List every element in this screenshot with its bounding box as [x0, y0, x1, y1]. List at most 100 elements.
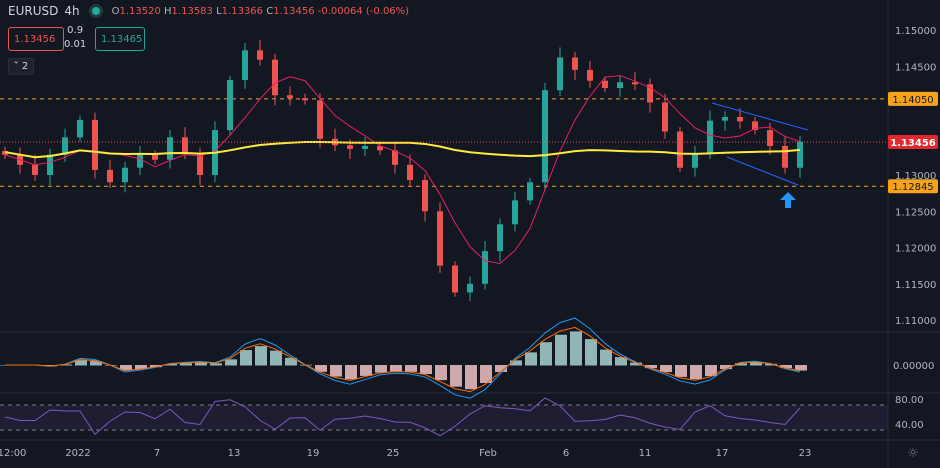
time-tick-label: 6 — [563, 448, 569, 459]
candle-body — [272, 59, 278, 96]
price-tick-label: 1.12500 — [895, 207, 936, 218]
macd-histogram-bar — [510, 360, 522, 366]
ohlc-values: O1.13520 H1.13583 L1.13366 C1.13456 -0.0… — [111, 5, 410, 17]
time-tick-label: Feb — [479, 448, 497, 459]
candle-body — [542, 90, 548, 183]
buy-button[interactable]: 1.13465 — [95, 27, 145, 51]
candle-body — [437, 211, 443, 266]
price-tick-label: 1.14500 — [895, 62, 936, 73]
candle-body — [167, 137, 173, 160]
macd-histogram-bar — [690, 365, 702, 380]
candle-body — [347, 145, 353, 149]
channel-lower-line — [726, 156, 799, 186]
collapse-indicators-button[interactable]: ˅ 2 — [8, 58, 34, 75]
macd-histogram-bar — [345, 365, 357, 380]
macd-histogram-bar — [420, 365, 432, 375]
macd-histogram-bar — [75, 360, 87, 366]
candle-body — [377, 146, 383, 151]
candle-body — [782, 146, 788, 168]
macd-histogram-bar — [660, 365, 672, 373]
candle-body — [407, 164, 413, 181]
candle-body — [242, 50, 248, 81]
level-price-badge — [888, 91, 938, 106]
candle-body — [287, 95, 293, 99]
macd-histogram-bar — [270, 350, 282, 366]
macd-histogram-bar — [735, 363, 747, 366]
candle-body — [632, 82, 638, 85]
candle-body — [587, 69, 593, 81]
candle-body — [32, 164, 38, 175]
candle-body — [677, 131, 683, 168]
time-tick-label: 12:00 — [0, 448, 26, 459]
lot-spread: 0.9 0.01 — [64, 25, 87, 50]
time-tick-label: 19 — [307, 448, 320, 459]
macd-histogram-bar — [390, 365, 402, 372]
macd-histogram-bar — [795, 365, 807, 371]
rsi-line — [4, 397, 801, 437]
macd-histogram-bar — [180, 363, 192, 366]
candle-body — [707, 120, 713, 154]
candle-body — [47, 154, 53, 175]
price-tick-label: 1.11500 — [895, 280, 936, 291]
interval[interactable]: 4h — [64, 4, 80, 18]
time-tick-label: 25 — [387, 448, 400, 459]
settings-gear-icon[interactable]: ☼ — [907, 446, 919, 461]
macd-histogram-bar — [60, 364, 72, 366]
macd-histogram-bar — [675, 365, 687, 377]
macd-histogram-bar — [435, 365, 447, 381]
candle-body — [392, 150, 398, 165]
macd-histogram-bar — [225, 359, 237, 366]
candle-body — [722, 117, 728, 121]
level-price-badge — [888, 179, 938, 194]
candle-body — [227, 80, 233, 131]
candle-body — [92, 119, 98, 170]
price-tick-label: 1.11000 — [895, 316, 936, 327]
time-tick-label: 2022 — [65, 448, 90, 459]
candle-body — [317, 100, 323, 139]
candle-body — [302, 98, 308, 101]
macd-histogram-bar — [570, 331, 582, 366]
candle-body — [182, 137, 188, 154]
macd-histogram-bar — [210, 363, 222, 366]
macd-histogram-bar — [450, 365, 462, 387]
macd-histogram-bar — [765, 363, 777, 366]
time-tick-label: 11 — [639, 448, 652, 459]
candle-body — [752, 121, 758, 131]
macd-histogram-bar — [330, 365, 342, 377]
sell-button[interactable]: 1.13456 — [8, 27, 64, 51]
macd-line — [5, 317, 801, 399]
macd-histogram-bar — [360, 365, 372, 376]
macd-tick-label: 0.00000 — [893, 361, 934, 372]
rsi-tick-label: 80.00 — [895, 395, 924, 406]
symbol[interactable]: EURUSD — [8, 4, 59, 18]
candle-body — [122, 167, 128, 183]
macd-histogram-bar — [465, 365, 477, 390]
macd-histogram-bar — [615, 357, 627, 366]
candle-body — [527, 182, 533, 201]
price-tick-label: 1.13000 — [895, 171, 936, 182]
price-tick-label: 1.15000 — [895, 26, 936, 37]
candle-body — [647, 84, 653, 103]
candle-body — [257, 50, 263, 60]
macd-histogram-bar — [375, 365, 387, 373]
candle-body — [767, 130, 773, 146]
candle-body — [422, 180, 428, 212]
candle-body — [197, 153, 203, 175]
time-tick-label: 23 — [799, 448, 812, 459]
candle-body — [482, 251, 488, 284]
macd-histogram-bar — [645, 365, 657, 369]
time-tick-label: 13 — [228, 448, 241, 459]
macd-histogram-bar — [705, 365, 717, 377]
macd-histogram-bar — [135, 365, 147, 370]
candle-body — [572, 57, 578, 70]
macd-histogram-bar — [600, 349, 612, 366]
candle-body — [107, 169, 113, 183]
candle-body — [692, 153, 698, 168]
macd-histogram-bar — [555, 334, 567, 366]
rsi-band — [0, 405, 888, 430]
macd-histogram-bar — [150, 365, 162, 368]
macd-histogram-bar — [255, 346, 267, 366]
candle-body — [452, 265, 458, 293]
candle-body — [152, 154, 158, 160]
